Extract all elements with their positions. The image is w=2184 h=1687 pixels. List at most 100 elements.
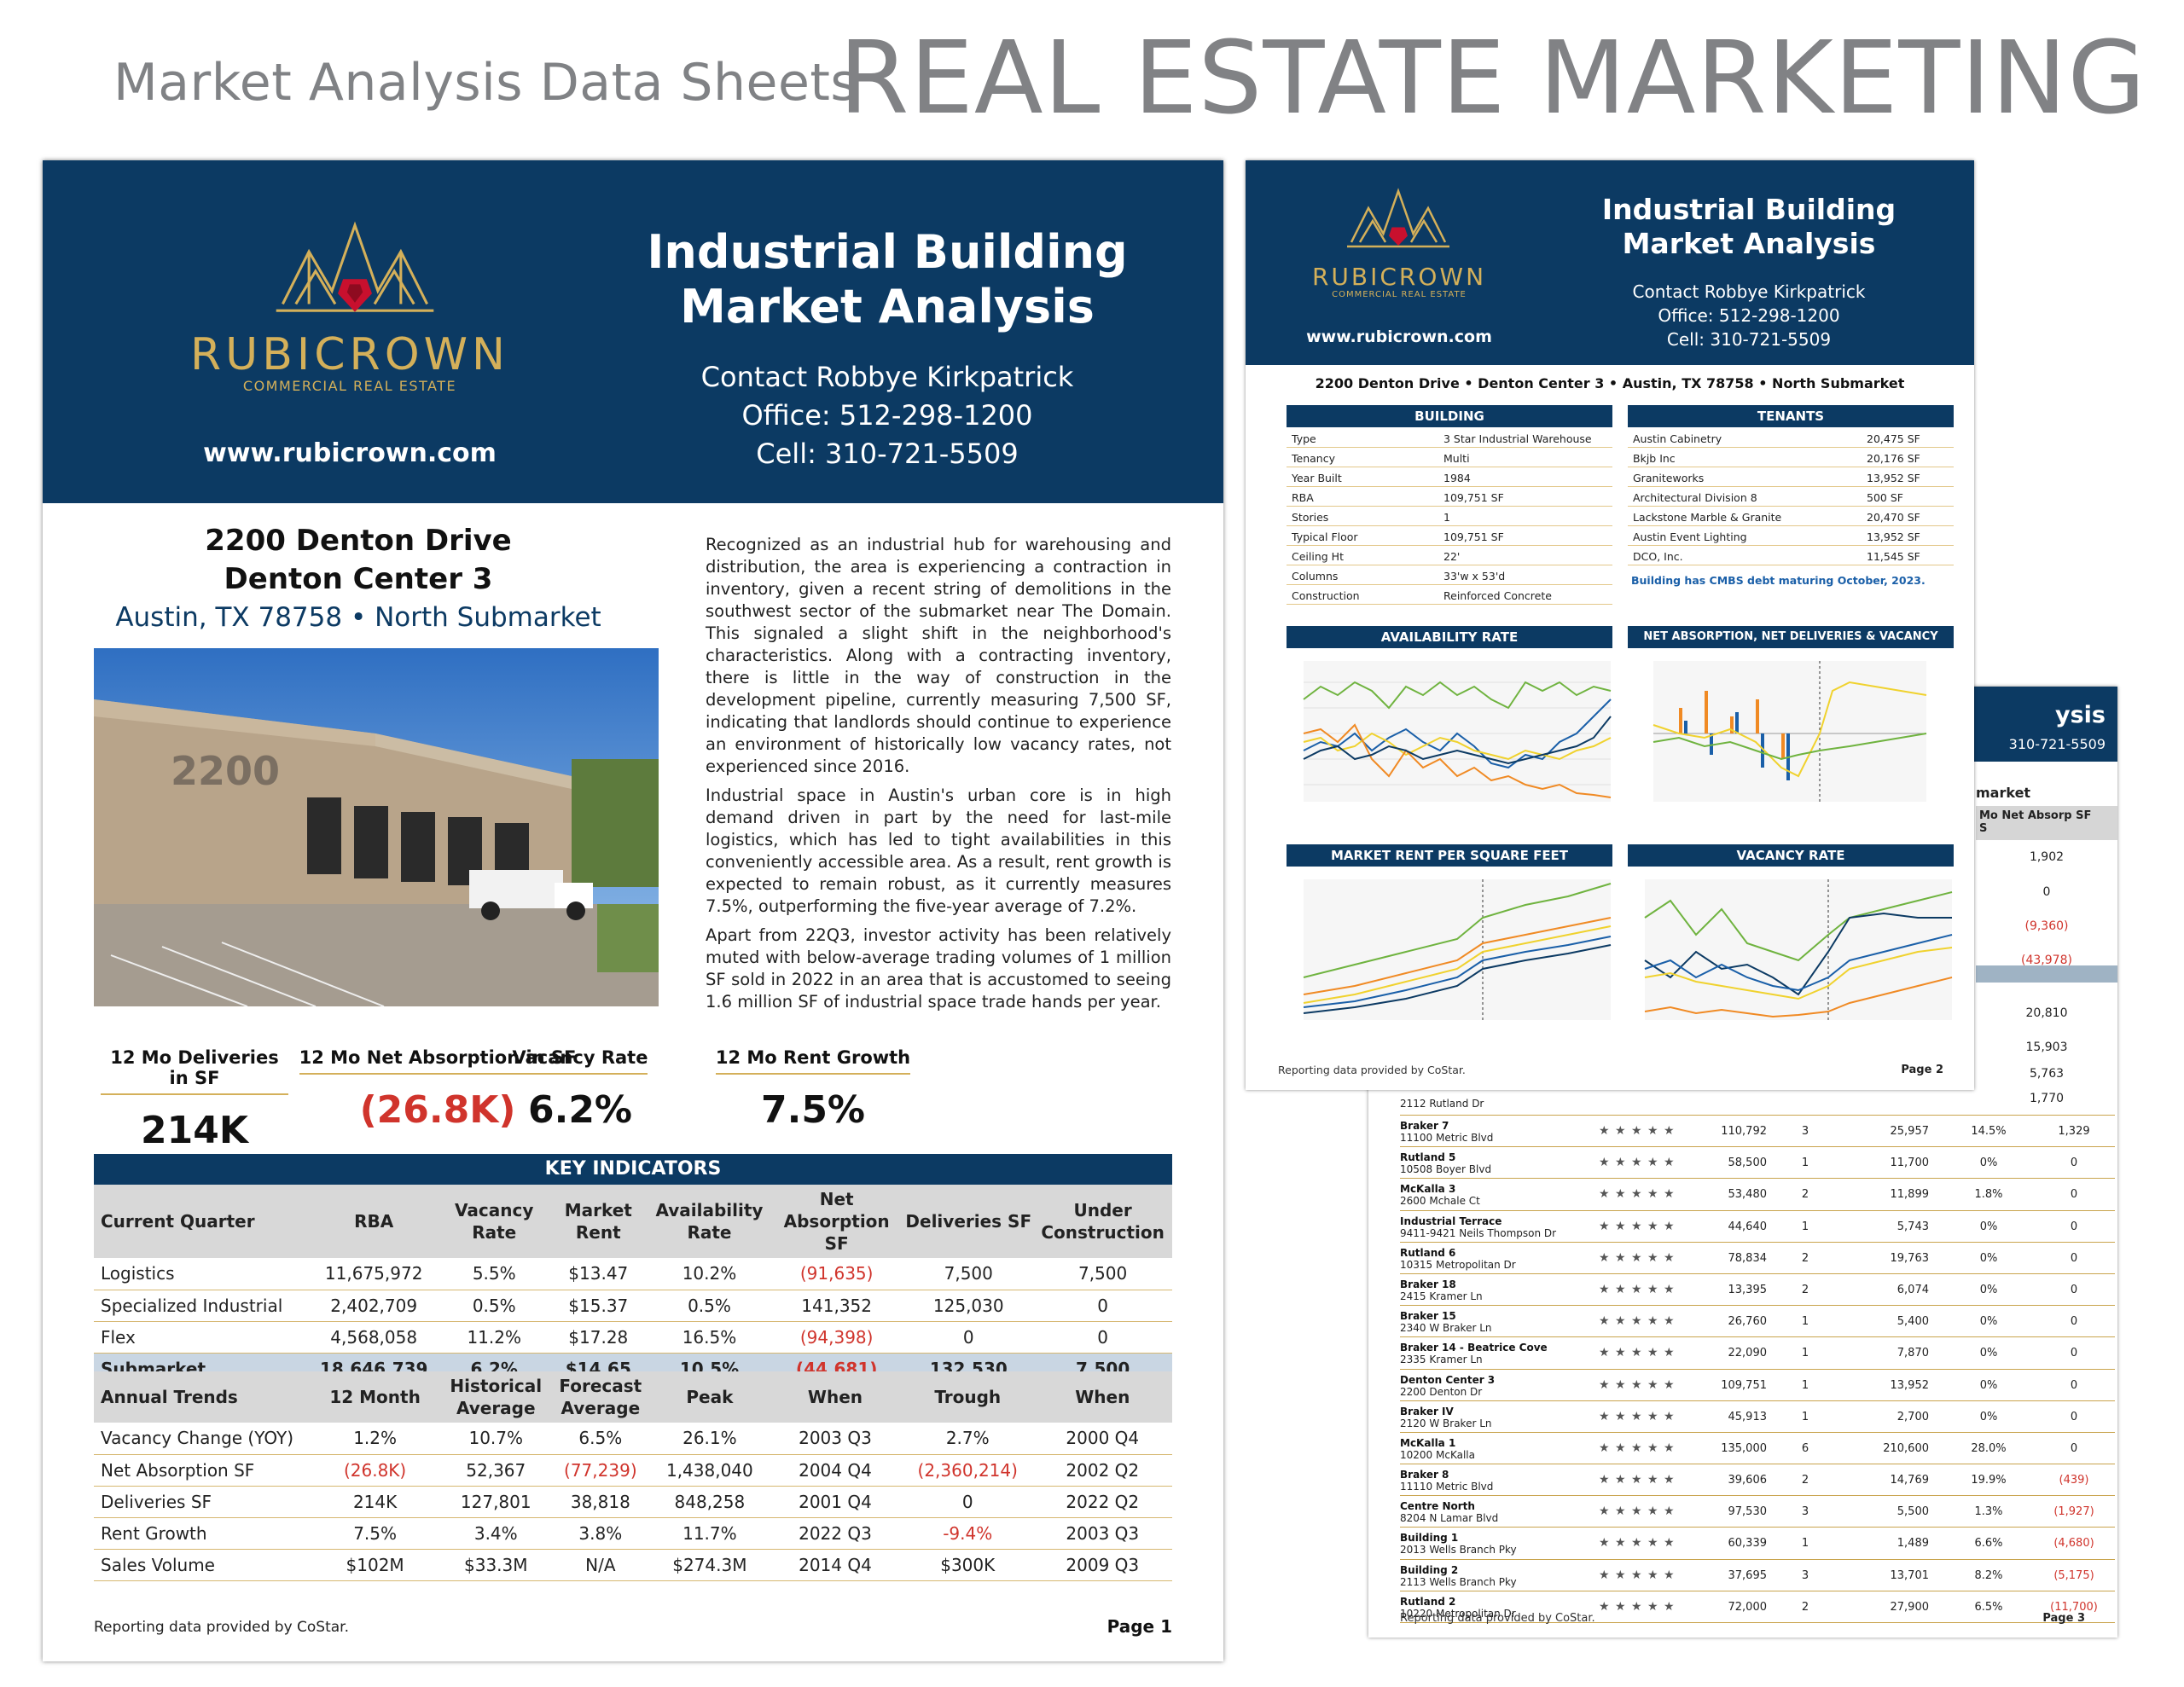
net-absorption-value: 1,329 bbox=[2058, 1125, 2090, 1138]
table-cell: $17.28 bbox=[547, 1321, 649, 1354]
rba-value: 109,751 bbox=[1721, 1378, 1767, 1392]
property-name: Rutland 5 bbox=[1400, 1151, 1456, 1164]
contact-name: Contact Robbye Kirkpatrick bbox=[700, 361, 1074, 393]
table-cell: 2003 Q3 bbox=[767, 1423, 903, 1455]
property-name: Braker 15 bbox=[1400, 1310, 1456, 1323]
cell-phone[interactable]: Cell: 310-721-5509 bbox=[756, 438, 1019, 470]
table-row: Rutland 5 10508 Boyer Blvd ★ ★ ★ ★ ★ 58,500… bbox=[1400, 1147, 2115, 1180]
property-name: Industrial Terrace bbox=[1400, 1215, 1502, 1227]
page-3-section-bar bbox=[1976, 965, 2117, 983]
table-row: Braker 15 2340 W Braker Ln ★ ★ ★ ★ ★ 26,760… bbox=[1400, 1306, 2115, 1338]
property-city: Austin, TX 78758 • North Submarket bbox=[115, 602, 601, 633]
property-address: 2200 Denton Dr bbox=[1400, 1385, 1483, 1398]
page-1-number: Page 1 bbox=[1107, 1616, 1172, 1637]
property-address: 10200 McKalla bbox=[1400, 1448, 1475, 1461]
table-cell: 127,801 bbox=[442, 1486, 549, 1518]
net-absorption-value: 0 bbox=[2070, 1441, 2078, 1455]
page-1-header-band: RUBICROWN COMMERCIAL REAL ESTATE www.rub… bbox=[43, 160, 1223, 503]
stories-value: 1 bbox=[1801, 1315, 1809, 1329]
vacancy-value: 8.2% bbox=[1974, 1568, 2003, 1582]
building-section-header: BUILDING bbox=[1287, 405, 1612, 427]
tenant-area: 13,952 SF bbox=[1867, 530, 1920, 543]
vacancy-value: 0% bbox=[1979, 1315, 1998, 1329]
table-cell: 11.7% bbox=[651, 1517, 768, 1550]
property-address: 2415 Kramer Ln bbox=[1400, 1290, 1483, 1302]
vacancy-rate-plot bbox=[1644, 879, 1953, 1020]
rba-value: 39,606 bbox=[1728, 1474, 1768, 1487]
column-header: Vacancy Rate bbox=[440, 1185, 548, 1258]
typical-floor-value: 7,870 bbox=[1896, 1347, 1929, 1360]
vacancy-value: 1.8% bbox=[1974, 1188, 2003, 1202]
table-cell: Sales Volume bbox=[94, 1549, 308, 1581]
star-rating-icon: ★ ★ ★ ★ ★ bbox=[1599, 1282, 1676, 1296]
rba-value: 72,000 bbox=[1728, 1600, 1768, 1614]
column-header: Historical Average bbox=[442, 1371, 549, 1423]
market-description: Recognized as an industrial hub for ware… bbox=[706, 534, 1171, 1020]
star-rating-icon: ★ ★ ★ ★ ★ bbox=[1599, 1124, 1676, 1138]
website-link[interactable]: www.rubicrown.com bbox=[203, 438, 497, 468]
detail-key: Columns bbox=[1292, 570, 1339, 583]
table-cell: 2014 Q4 bbox=[767, 1549, 903, 1581]
net-absorption-value: 0 bbox=[2070, 1188, 2078, 1202]
typical-floor-value: 14,769 bbox=[1890, 1474, 1930, 1487]
vacancy-value: 14.5% bbox=[1971, 1125, 2007, 1138]
market-rent-chart: MARKET RENT PER SQUARE FEET bbox=[1287, 844, 1612, 1053]
property-address: 2120 W Braker Ln bbox=[1400, 1417, 1492, 1429]
rba-value: 45,913 bbox=[1728, 1410, 1768, 1423]
typical-floor-value: 13,952 bbox=[1890, 1378, 1930, 1392]
property-photo: 2200 bbox=[94, 648, 659, 1006]
table-row: Flex 4,568,058 11.2% $17.28 16.5% (94,398) 0 0 bbox=[94, 1321, 1172, 1354]
table-cell: 2003 Q3 bbox=[1032, 1517, 1172, 1550]
table-row: Sales Volume $102M $33.3M N/A $274.3M 2014 Q4… bbox=[94, 1549, 1172, 1581]
detail-key: RBA bbox=[1292, 491, 1314, 504]
rba-value: 110,792 bbox=[1721, 1125, 1767, 1138]
tenant-row: Austin Cabinetry 20,475 SF bbox=[1628, 428, 1954, 448]
website-link[interactable]: www.rubicrown.com bbox=[1306, 328, 1492, 346]
table-cell: (77,239) bbox=[549, 1454, 652, 1487]
brand-tagline: COMMERCIAL REAL ESTATE bbox=[242, 378, 457, 394]
table-cell: 3.4% bbox=[442, 1517, 549, 1550]
typical-floor-value: 19,763 bbox=[1890, 1251, 1930, 1265]
page-1: RUBICROWN COMMERCIAL REAL ESTATE www.rub… bbox=[43, 160, 1223, 1661]
column-header: Availability Rate bbox=[648, 1185, 770, 1258]
vacancy-rate-chart: VACANCY RATE bbox=[1628, 844, 1954, 1053]
table-row: Deliveries SF 214K 127,801 38,818 848,258 200… bbox=[94, 1486, 1172, 1518]
table-cell: 10.7% bbox=[442, 1423, 549, 1455]
absorption-value: 20,810 bbox=[2025, 1006, 2068, 1020]
table-cell: 2022 Q2 bbox=[1032, 1486, 1172, 1518]
typical-floor-value: 1,489 bbox=[1896, 1537, 1929, 1551]
rba-value: 135,000 bbox=[1721, 1441, 1767, 1455]
description-paragraph: Apart from 22Q3, investor activity has b… bbox=[706, 925, 1171, 1012]
property-address: 11100 Metric Blvd bbox=[1400, 1132, 1494, 1144]
detail-value: Multi bbox=[1443, 452, 1470, 465]
table-cell: Deliveries SF bbox=[94, 1486, 308, 1518]
table-cell: 26.1% bbox=[651, 1423, 768, 1455]
table-cell: 11,675,972 bbox=[306, 1258, 441, 1290]
rba-value: 22,090 bbox=[1728, 1347, 1768, 1360]
stories-value: 1 bbox=[1801, 1378, 1809, 1392]
table-cell: 214K bbox=[307, 1486, 443, 1518]
building-detail-row: Stories 1 bbox=[1287, 507, 1612, 526]
property-address: 2200 Denton Drive Denton Center 3 bbox=[205, 524, 512, 596]
stories-value: 2 bbox=[1801, 1474, 1809, 1487]
office-phone[interactable]: Office: 512-298-1200 bbox=[741, 399, 1033, 432]
table-cell: $33.3M bbox=[442, 1549, 549, 1581]
property-name: Braker 8 bbox=[1400, 1469, 1449, 1481]
property-address: 11110 Metric Blvd bbox=[1400, 1481, 1494, 1493]
building-detail-row: Columns 33'w x 53'd bbox=[1287, 565, 1612, 585]
kpi-stat: 12 Mo Rent Growth 7.5% bbox=[689, 1047, 937, 1132]
stories-value: 2 bbox=[1801, 1600, 1809, 1614]
star-rating-icon: ★ ★ ★ ★ ★ bbox=[1599, 1156, 1676, 1170]
table-cell: 7,500 bbox=[1033, 1258, 1172, 1290]
table-cell: 0 bbox=[1033, 1290, 1172, 1322]
property-address: 9411-9421 Neils Thompson Dr bbox=[1400, 1226, 1557, 1239]
star-rating-icon: ★ ★ ★ ★ ★ bbox=[1599, 1377, 1676, 1392]
table-row: Denton Center 3 2200 Denton Dr ★ ★ ★ ★ ★ 10… bbox=[1400, 1370, 2115, 1401]
vacancy-value: 28.0% bbox=[1971, 1441, 2007, 1455]
property-name: Rutland 6 bbox=[1400, 1246, 1456, 1259]
tenant-row: DCO, Inc. 11,545 SF bbox=[1628, 546, 1954, 565]
star-rating-icon: ★ ★ ★ ★ ★ bbox=[1599, 1250, 1676, 1265]
column-header: When bbox=[767, 1371, 903, 1423]
chart-title: NET ABSORPTION, NET DELIVERIES & VACANCY bbox=[1628, 626, 1954, 648]
table-row: Braker 18 2415 Kramer Ln ★ ★ ★ ★ ★ 13,395 2 6… bbox=[1400, 1274, 2115, 1307]
